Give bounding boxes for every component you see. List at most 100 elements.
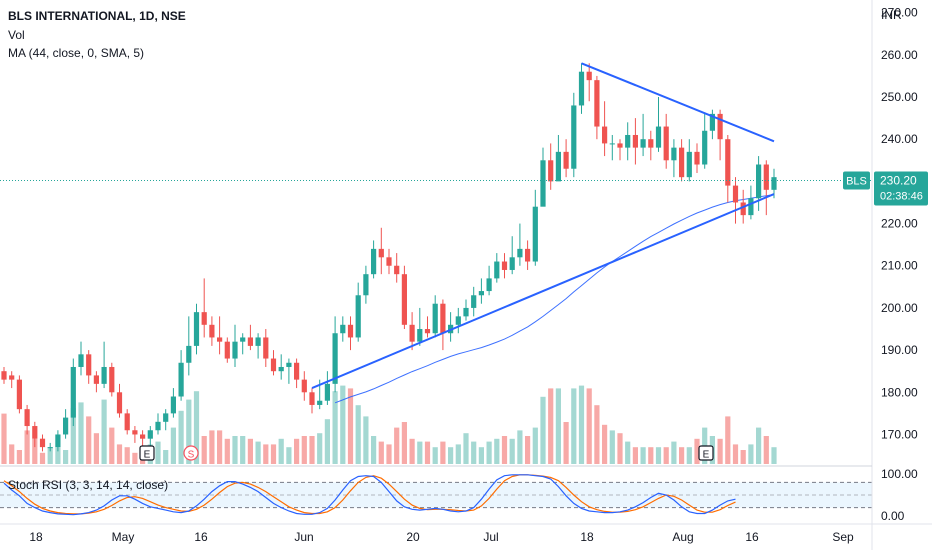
volume-bar xyxy=(563,422,569,464)
candle-body xyxy=(24,409,30,427)
candle-body xyxy=(70,366,76,418)
volume-bar xyxy=(440,441,446,464)
volume-bar xyxy=(16,450,22,464)
candle-body xyxy=(355,295,361,338)
currency-label: INR xyxy=(881,8,902,22)
candle-body xyxy=(563,151,569,169)
volume-bar xyxy=(363,416,369,464)
volume-bar xyxy=(170,427,176,464)
volume-bar xyxy=(116,444,123,464)
y-tick-label: 220.00 xyxy=(881,217,918,231)
candle-body xyxy=(109,366,115,393)
volume-bar xyxy=(340,385,346,464)
volume-bar xyxy=(548,388,554,464)
candle-body xyxy=(209,324,215,338)
volume-bar xyxy=(270,444,277,464)
volume-bar xyxy=(155,441,161,464)
symbol-tag xyxy=(843,171,870,190)
volume-bar xyxy=(586,388,592,464)
candle-body xyxy=(532,206,538,262)
candle-body xyxy=(147,430,153,439)
volume-bar xyxy=(324,419,330,464)
candle-body xyxy=(494,261,500,279)
y-tick-label: 270.00 xyxy=(881,6,918,20)
candle-body xyxy=(1,371,7,380)
candle-body xyxy=(39,438,46,448)
y-tick-label: 180.00 xyxy=(881,385,918,399)
stoch-rsi-legend: Stoch RSI (3, 3, 14, 14, close) xyxy=(8,478,169,492)
candle-body xyxy=(525,248,531,262)
candle-body xyxy=(424,329,431,334)
candle-body xyxy=(609,143,615,145)
candle-body xyxy=(124,413,130,431)
x-tick-label: Jun xyxy=(294,530,313,544)
volume-bar xyxy=(540,396,546,464)
volume-bar xyxy=(263,444,269,464)
candle-body xyxy=(255,337,261,346)
candle-body xyxy=(486,278,492,292)
volume-bar xyxy=(24,430,30,464)
x-tick-label: 20 xyxy=(406,530,420,544)
x-tick-label: Sep xyxy=(832,530,854,544)
candle-body xyxy=(586,71,592,81)
volume-bar xyxy=(232,436,238,464)
candle-body xyxy=(717,113,723,140)
candle-body xyxy=(509,257,515,270)
volume-bar xyxy=(347,388,354,464)
x-tick-label: May xyxy=(112,530,135,544)
y-tick-label: 200.00 xyxy=(881,301,918,315)
candle-body xyxy=(9,375,15,380)
candle-body xyxy=(478,291,484,296)
candle-body xyxy=(501,261,508,270)
volume-bar xyxy=(217,430,223,464)
candle-body xyxy=(132,430,138,435)
volume-bar xyxy=(39,452,46,464)
event-marker-label: S xyxy=(188,450,195,461)
volume-bar xyxy=(86,416,92,464)
volume-bar xyxy=(448,447,454,464)
volume-bar xyxy=(478,447,484,464)
candle-body xyxy=(386,257,392,266)
candle-body xyxy=(578,71,585,106)
volume-bar xyxy=(517,430,523,464)
volume-bar xyxy=(486,441,492,464)
candle-body xyxy=(217,337,223,342)
earnings-event-marker xyxy=(698,445,714,461)
candle-body xyxy=(602,126,608,144)
last-price-tag xyxy=(874,171,928,206)
volume-bar xyxy=(247,438,253,464)
y-tick-label: 190.00 xyxy=(881,343,918,357)
candle-body xyxy=(278,366,284,372)
earnings-event-marker xyxy=(139,445,155,461)
volume-bar xyxy=(640,447,646,464)
candle-body xyxy=(679,147,685,178)
volume-bar xyxy=(163,450,169,464)
x-tick-label: 16 xyxy=(194,530,208,544)
volume-bar xyxy=(609,430,615,464)
volume-bar xyxy=(394,427,400,464)
candle-body xyxy=(432,303,438,334)
candle-body xyxy=(371,248,377,275)
symbol-tag-label: BLS xyxy=(846,176,867,188)
candle-body xyxy=(401,274,407,325)
stoch-k-line xyxy=(3,474,736,516)
y-tick-label: 170.00 xyxy=(881,427,918,441)
candle-body xyxy=(663,126,669,161)
volume-bar xyxy=(255,441,261,464)
candle-body xyxy=(394,265,400,275)
volume-bar xyxy=(1,413,7,464)
candle-body xyxy=(232,341,238,359)
candle-body xyxy=(55,434,61,448)
volume-bar xyxy=(401,422,407,464)
volume-bar xyxy=(417,441,423,464)
candle-body xyxy=(540,160,546,207)
chart-title: BLS INTERNATIONAL, 1D, NSE xyxy=(8,9,186,23)
volume-bar xyxy=(371,436,377,464)
candle-body xyxy=(548,160,554,182)
candle-body xyxy=(116,392,123,414)
volume-bar xyxy=(309,436,315,464)
last-price-value: 230.20 xyxy=(880,174,917,188)
candle-body xyxy=(517,248,523,258)
